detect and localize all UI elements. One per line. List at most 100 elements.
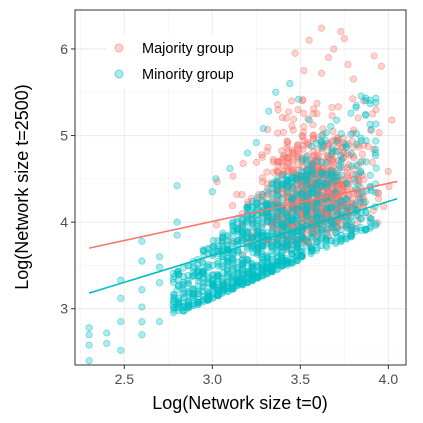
data-point (327, 210, 335, 218)
data-point (173, 268, 181, 276)
y-tick-label: 5 (60, 128, 68, 144)
data-point (229, 230, 237, 238)
data-point (340, 35, 348, 43)
data-point (377, 62, 385, 70)
data-point (337, 28, 345, 36)
data-point (333, 116, 341, 124)
data-point (347, 213, 355, 222)
data-point (284, 166, 292, 174)
data-point (349, 95, 357, 103)
data-point (214, 260, 222, 268)
data-point (300, 67, 308, 75)
data-point (282, 114, 290, 122)
data-point (273, 167, 281, 175)
data-point (189, 272, 197, 280)
data-point (337, 151, 345, 159)
x-tick-label: 3.0 (203, 371, 223, 387)
data-point (253, 272, 261, 280)
data-point (85, 331, 93, 339)
data-point (223, 265, 231, 273)
data-point (138, 286, 146, 294)
data-point (347, 232, 355, 240)
data-point (322, 158, 330, 167)
data-point (361, 198, 369, 206)
data-point (117, 318, 125, 326)
data-point (302, 153, 310, 161)
data-point (155, 253, 164, 261)
data-point (239, 160, 247, 168)
data-point (375, 195, 383, 203)
data-point (289, 126, 297, 134)
data-point (173, 286, 181, 294)
data-point (310, 105, 318, 113)
data-point (138, 331, 146, 339)
data-point (309, 121, 317, 129)
data-point (280, 153, 288, 161)
data-point (263, 199, 271, 207)
data-point (138, 303, 146, 311)
data-point (279, 128, 288, 136)
data-point (253, 158, 261, 166)
data-point (317, 69, 326, 77)
data-point (332, 137, 340, 145)
data-point (173, 182, 181, 190)
data-point (372, 220, 380, 228)
data-point (347, 109, 355, 117)
data-point (243, 149, 252, 157)
data-point (362, 111, 370, 119)
data-point (274, 101, 282, 109)
data-point (286, 80, 294, 88)
data-point (358, 150, 366, 158)
data-point (229, 172, 237, 180)
data-point (155, 318, 164, 326)
data-point (170, 290, 178, 298)
data-point (332, 218, 340, 226)
data-point (369, 206, 377, 215)
data-point (352, 103, 360, 112)
data-point (366, 171, 374, 179)
data-point (173, 231, 181, 239)
data-point (258, 153, 266, 161)
data-point (85, 341, 93, 349)
data-point (288, 97, 296, 105)
data-point (155, 263, 164, 271)
data-point (347, 150, 355, 158)
legend-label-minority: Minority group (142, 67, 234, 83)
data-point (226, 164, 234, 173)
data-point (203, 263, 212, 271)
data-point (372, 137, 380, 145)
data-point (238, 191, 246, 199)
data-point (229, 256, 237, 264)
data-point (269, 155, 277, 164)
data-point (274, 129, 282, 137)
data-point (357, 215, 366, 223)
data-point (239, 251, 247, 259)
data-point (278, 194, 286, 202)
data-point (290, 115, 298, 123)
legend: Majority group Minority group (106, 34, 256, 88)
y-tick-label: 6 (60, 41, 68, 57)
data-point (300, 123, 308, 131)
data-point (343, 180, 351, 188)
data-point (349, 75, 358, 83)
data-point (317, 24, 326, 32)
data-point (274, 106, 282, 114)
data-point (294, 150, 302, 158)
data-point (243, 228, 251, 236)
data-point (322, 137, 330, 145)
y-tick-label: 3 (60, 301, 68, 317)
data-point (229, 202, 237, 210)
data-point (328, 103, 336, 112)
data-point (313, 99, 321, 107)
data-point (210, 280, 218, 288)
data-point (362, 208, 370, 216)
data-point (259, 174, 267, 182)
data-point (344, 60, 352, 69)
data-point (291, 49, 299, 57)
data-point (294, 106, 302, 114)
data-point (155, 279, 164, 287)
data-point (324, 54, 333, 62)
legend-key-majority (114, 43, 124, 53)
data-point (299, 109, 308, 117)
data-point (289, 158, 297, 166)
